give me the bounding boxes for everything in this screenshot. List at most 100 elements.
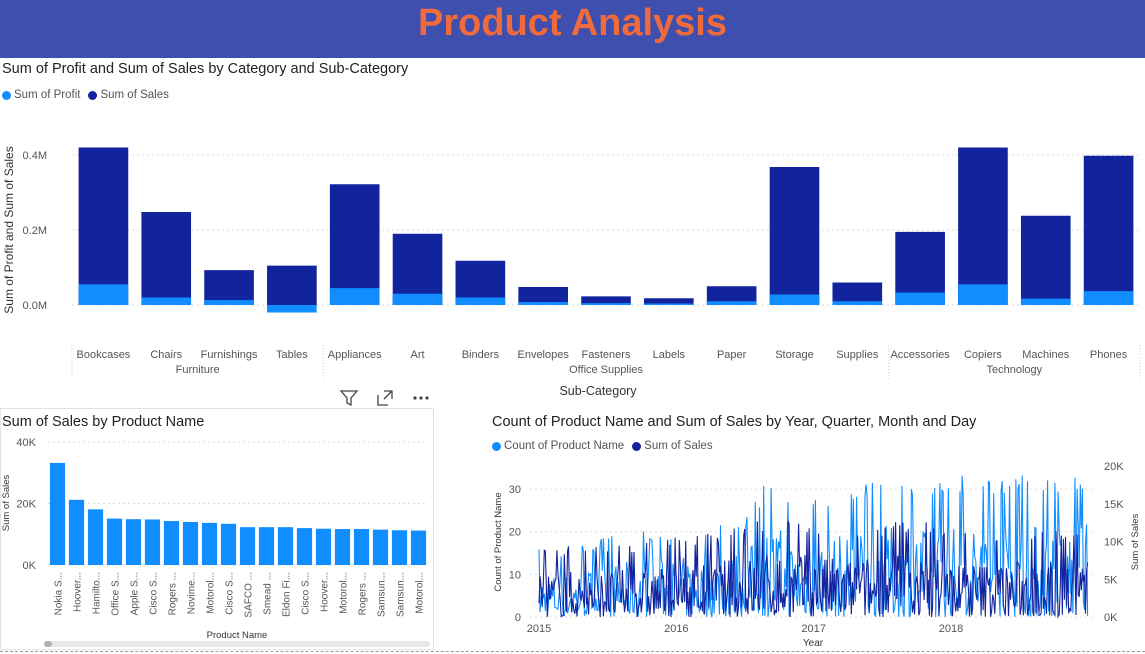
chart2-bar [372, 529, 389, 565]
legend-dot-profit [2, 90, 11, 100]
chart1-xtick: Copiers [964, 349, 1002, 361]
chart1-xtick: Furnishings [201, 349, 258, 361]
legend-item-sales[interactable]: Sum of Sales [88, 89, 169, 101]
chart3-xtick: 2016 [664, 623, 688, 635]
chart1-title: Sum of Profit and Sum of Sales by Catego… [2, 61, 409, 77]
chart1-bar-profit [78, 284, 129, 305]
chart2-ytick: 20K [16, 499, 36, 511]
chart2-bar [277, 527, 294, 565]
chart2-bar [163, 521, 180, 565]
chart1-bar-profit [392, 293, 443, 305]
chart1-bar-sales [832, 282, 883, 305]
chart1-xtick: Accessories [890, 349, 950, 361]
legend-item-profit[interactable]: Sum of Profit [2, 89, 80, 101]
chart1-bar-profit [455, 297, 506, 305]
chart2-bar [87, 509, 104, 565]
page-bottom-divider [0, 651, 1145, 652]
chart3-ytick-right: 15K [1104, 499, 1124, 511]
chart1-xtick: Chairs [150, 349, 182, 361]
chart2-bar [182, 521, 199, 565]
chart1-xlabel: Sub-Category [559, 384, 637, 398]
chart2-svg: 0K 20K 40K Nokia S... Hoover... Hamilto... Off… [1, 437, 428, 641]
chart1-bar-sales [78, 147, 129, 305]
chart3-xtick: 2017 [801, 623, 825, 635]
chart1-ytick: 0.2M [23, 225, 47, 237]
chart3-legend: Count of Product Name Sum of Sales [492, 440, 721, 452]
chart2-scrollbar-thumb[interactable] [44, 641, 52, 647]
chart3-xlabel: Year [803, 638, 824, 649]
legend-dot-sales-2 [632, 441, 642, 451]
chart1-bar-profit [644, 303, 694, 305]
chart3-xtick: 2018 [939, 623, 963, 635]
chart3-ylabel-left: Count of Product Name [493, 492, 504, 591]
chart1-bar-sales [958, 147, 1008, 305]
chart1-bar-sales [1083, 155, 1134, 305]
chart3-ytick-right: 10K [1104, 537, 1124, 549]
chart2-xtick: Hoover... [73, 572, 84, 612]
chart1-bar-profit [267, 305, 317, 313]
chart2-xtick: Rogers ... [358, 572, 369, 615]
chart2-bar [106, 518, 123, 565]
chart2-xtick: Cisco S... [149, 572, 160, 615]
chart1-legend: Sum of Profit Sum of Sales [2, 89, 177, 101]
chart2-xtick: Samsun... [396, 572, 407, 617]
legend-item-sales-2[interactable]: Sum of Sales [632, 440, 713, 452]
chart1-ytick: 0.4M [23, 150, 47, 162]
chart2-bar [353, 529, 370, 565]
chart1-xtick: Binders [462, 349, 500, 361]
chart2-xtick: Eldon Fi... [282, 572, 293, 617]
chart1-xtick: Art [410, 349, 424, 361]
chart1-bar-sales [392, 233, 443, 305]
filter-icon[interactable] [338, 387, 360, 409]
chart2-bar [49, 462, 66, 565]
chart3-ytick-left: 0 [515, 612, 521, 624]
legend-label-sales-2: Sum of Sales [644, 440, 713, 452]
chart2-bar [258, 527, 275, 565]
chart3-ylabel-right: Sum of Sales [1130, 514, 1141, 571]
chart1-bar-profit [832, 301, 883, 305]
chart1-bar-profit [581, 303, 631, 305]
chart1-xtick: Tables [276, 349, 308, 361]
chart2-xtick: Samsun... [377, 572, 388, 617]
chart3-ytick-right: 20K [1104, 461, 1124, 473]
chart1-group-label: Technology [987, 364, 1043, 376]
chart2-panel [0, 408, 434, 650]
chart3-ytick-left: 10 [509, 569, 521, 581]
page-title: Product Analysis [417, 2, 727, 44]
chart1-xtick: Bookcases [77, 349, 131, 361]
chart2-xtick: Novime... [187, 572, 198, 614]
chart2-scrollbar[interactable] [44, 641, 430, 647]
chart1-bar-profit [141, 297, 192, 305]
chart2-bar [220, 523, 237, 565]
chart1-group-label: Office Supplies [569, 364, 643, 376]
legend-label-count: Count of Product Name [504, 440, 625, 452]
chart1-bar-sales [644, 298, 694, 305]
legend-item-count[interactable]: Count of Product Name [492, 440, 624, 452]
chart2-xtick: Nokia S... [54, 572, 65, 615]
chart2-bar [391, 530, 408, 565]
chart1-xtick: Machines [1022, 349, 1070, 361]
chart1-bar-profit [958, 284, 1008, 305]
legend-dot-count [492, 441, 501, 451]
chart2-bar [410, 530, 427, 565]
chart2-bar [201, 522, 218, 565]
chart3-ytick-right: 0K [1104, 612, 1118, 624]
chart2-xtick: Cisco S... [225, 572, 236, 615]
chart2-xtick: Apple S... [130, 572, 141, 615]
chart2-ytick: 40K [16, 437, 36, 449]
chart3-ytick-left: 20 [509, 527, 521, 539]
chart1-group-label: Furniture [176, 364, 220, 376]
chart2-xtick: Smead ... [263, 572, 274, 615]
chart1-xtick: Paper [717, 349, 747, 361]
chart1-bar-profit [1020, 298, 1071, 305]
chart1-ytick: 0.0M [23, 300, 47, 312]
chart1-bar-profit [1083, 291, 1134, 305]
chart3-line-sales [538, 520, 1089, 619]
visual-header-toolbar [338, 387, 432, 409]
chart2-xtick: Motorol... [206, 572, 217, 614]
more-options-icon[interactable] [410, 387, 432, 409]
chart1-xtick: Fasteners [582, 349, 631, 361]
focus-mode-icon[interactable] [374, 387, 396, 409]
chart1-bar-sales [329, 184, 380, 305]
